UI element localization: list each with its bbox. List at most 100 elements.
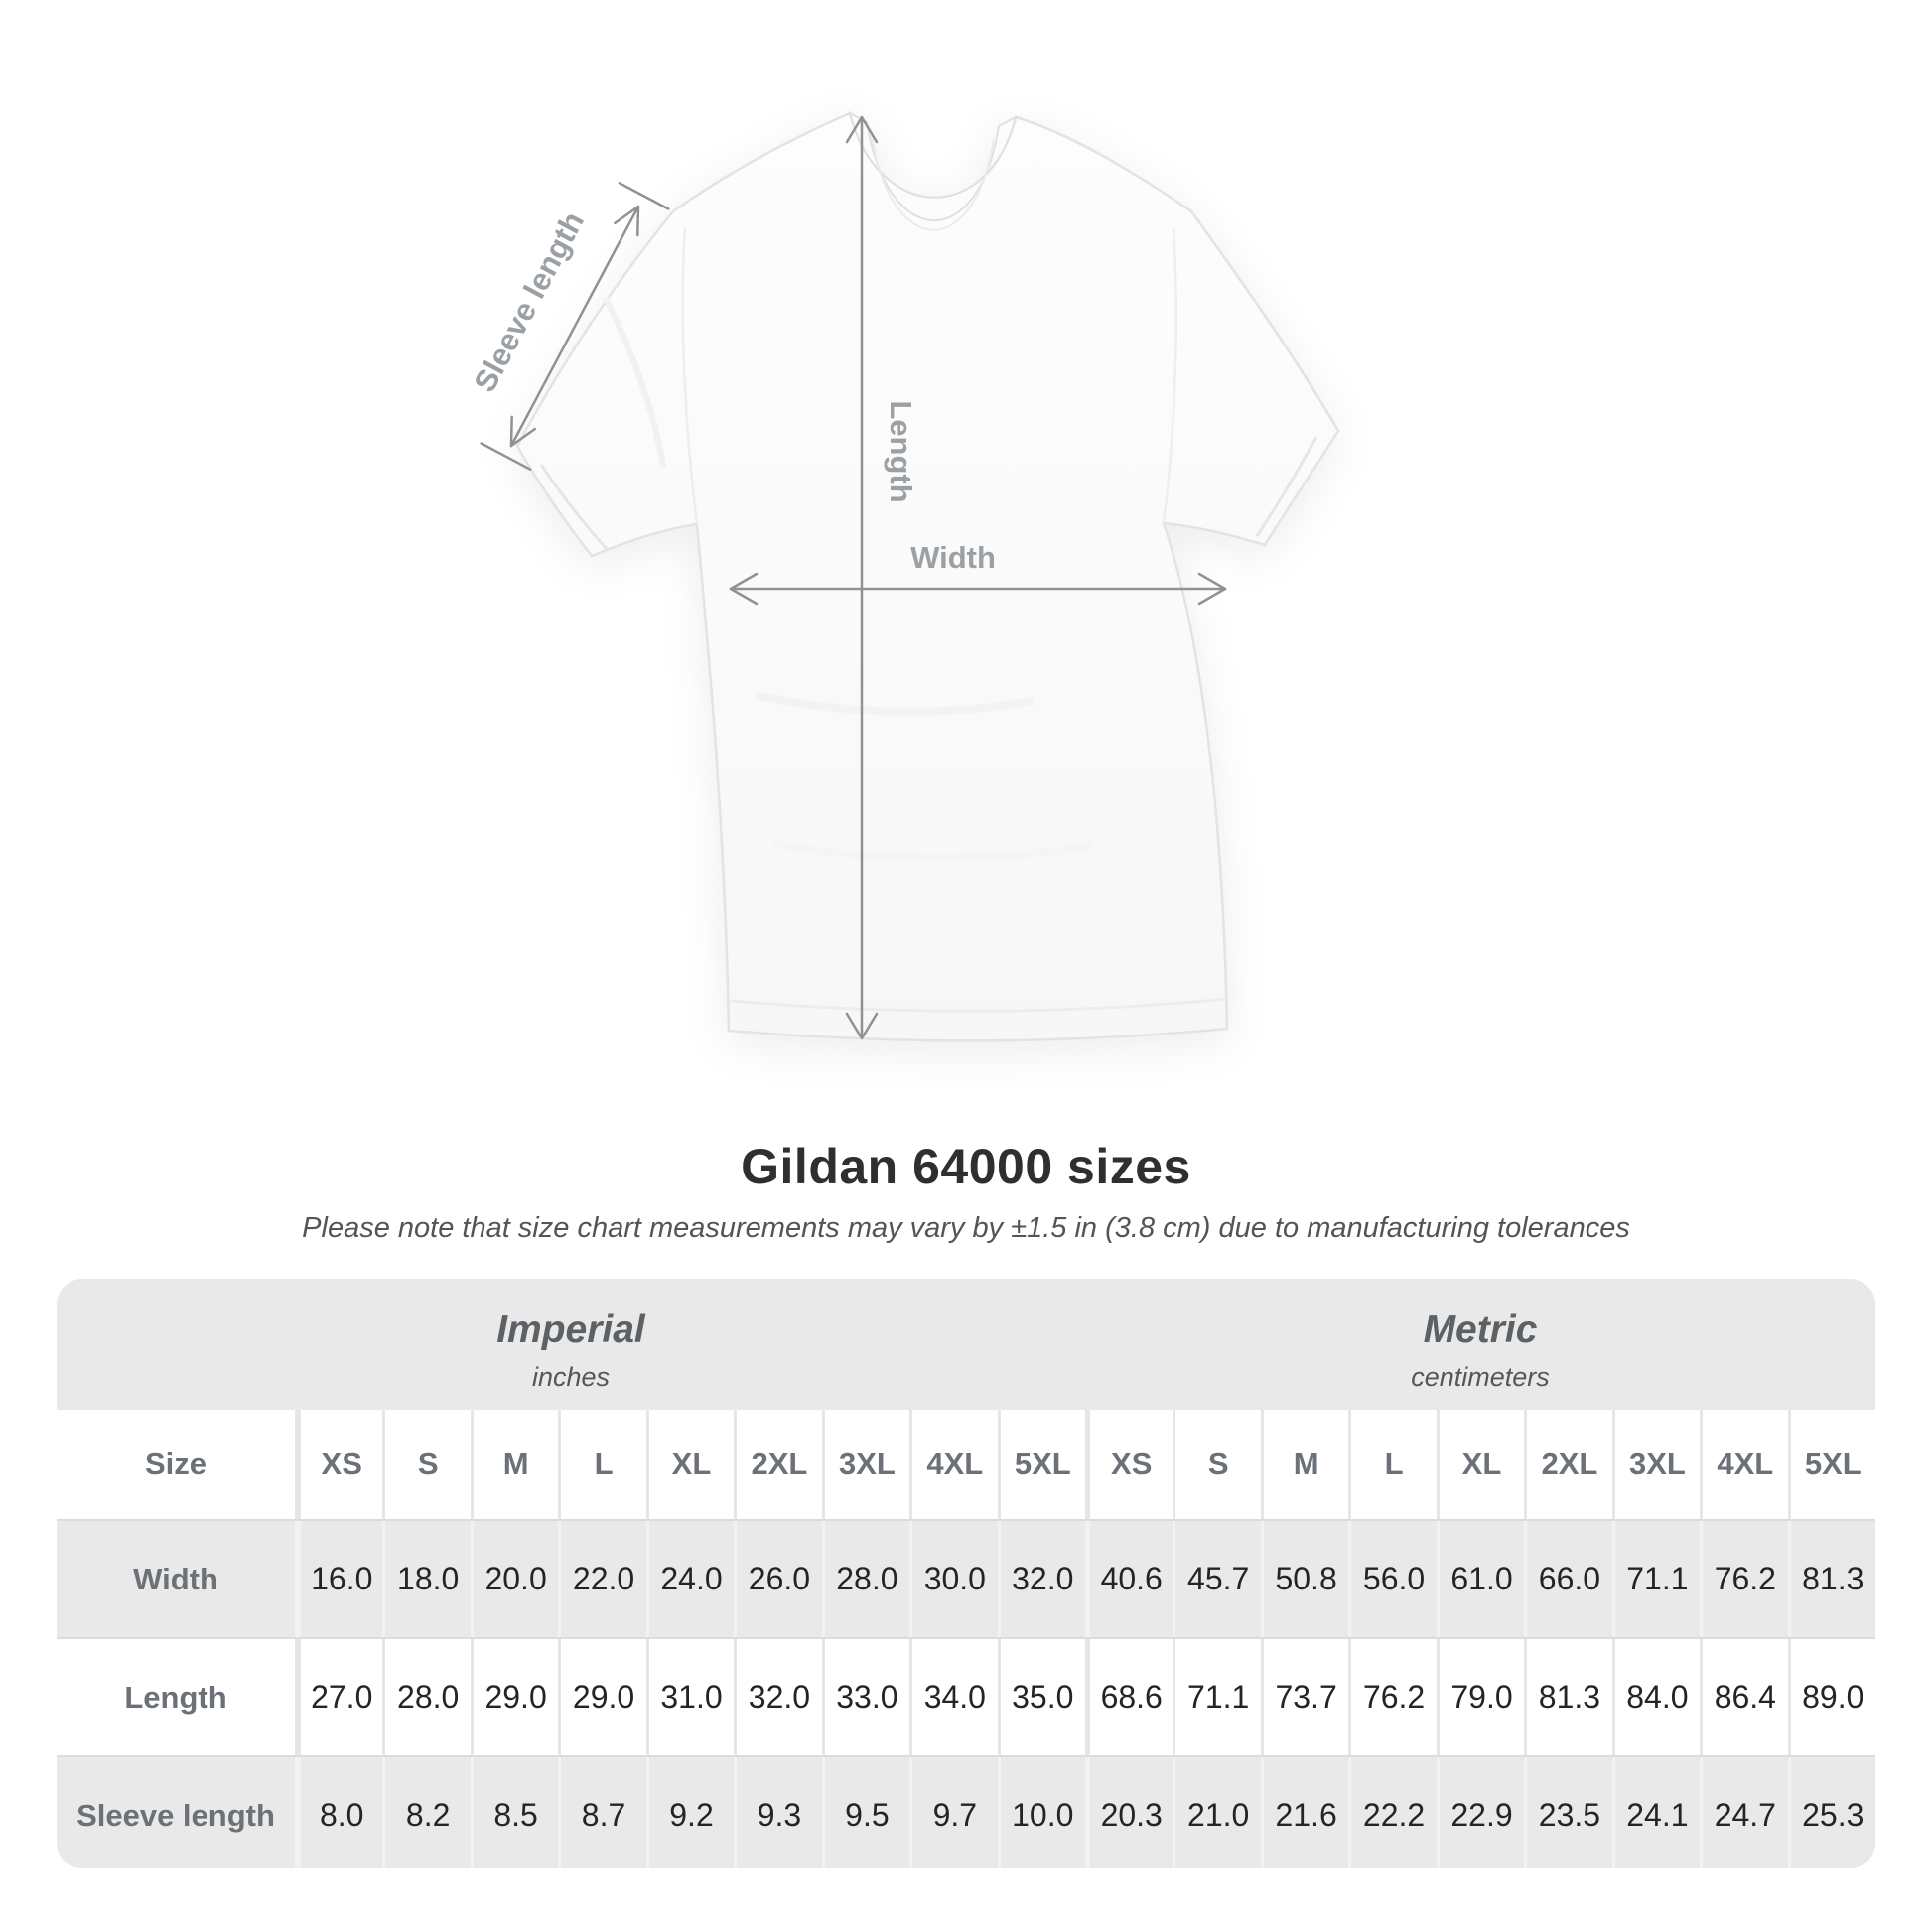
value-metric-xl: 79.0 [1436,1639,1524,1755]
value-imperial-l: 22.0 [558,1521,645,1637]
value-imperial-m: 20.0 [470,1521,558,1637]
value-imperial-xs: 27.0 [295,1639,382,1755]
size-header-imperial-2xl: 2XL [734,1410,821,1519]
data-row-length: Length 27.0 28.0 29.0 29.0 31.0 32.0 33.0 34.0 35… [57,1637,1875,1755]
value-metric-3xl: 84.0 [1611,1639,1700,1755]
row-label: Length [124,1679,227,1715]
sleeve-tick-top [618,182,670,210]
size-header-imperial-4xl: 4XL [909,1410,997,1519]
value-imperial-l: 8.7 [558,1757,645,1868]
value-imperial-3xl: 9.5 [821,1757,909,1868]
bottom-hem-stitch [730,997,1228,1013]
value-imperial-5xl: 35.0 [997,1639,1085,1755]
size-header-metric-xl: XL [1436,1410,1524,1519]
value-imperial-s: 18.0 [382,1521,470,1637]
value-metric-4xl: 86.4 [1700,1639,1787,1755]
wrinkle [773,840,1093,862]
value-metric-m: 73.7 [1260,1639,1348,1755]
value-metric-s: 45.7 [1173,1521,1260,1637]
value-imperial-4xl: 30.0 [909,1521,997,1637]
size-header-metric-xs: XS [1084,1410,1173,1519]
value-metric-3xl: 24.1 [1611,1757,1700,1868]
unit-group-header: Imperial inches Metric centimeters [57,1279,1875,1410]
size-header-metric-s: S [1173,1410,1260,1519]
value-imperial-xs: 8.0 [295,1757,382,1868]
value-imperial-s: 8.2 [382,1757,470,1868]
value-imperial-2xl: 32.0 [734,1639,821,1755]
value-imperial-5xl: 32.0 [997,1521,1085,1637]
length-arrowhead-top [845,115,879,144]
value-imperial-2xl: 26.0 [734,1521,821,1637]
size-header-imperial-xl: XL [645,1410,734,1519]
value-imperial-s: 28.0 [382,1639,470,1755]
metric-group-title: Metric [1423,1308,1538,1351]
size-header-imperial-m: M [470,1410,558,1519]
size-header-imperial-s: S [382,1410,470,1519]
value-imperial-3xl: 28.0 [821,1521,909,1637]
value-metric-xs: 20.3 [1084,1757,1173,1868]
size-header-metric-m: M [1260,1410,1348,1519]
value-metric-s: 71.1 [1173,1639,1260,1755]
value-metric-5xl: 89.0 [1787,1639,1875,1755]
metric-group-unit: centimeters [1411,1361,1550,1392]
value-metric-m: 21.6 [1260,1757,1348,1868]
value-metric-l: 22.2 [1348,1757,1436,1868]
left-sleeve-hem [539,464,610,552]
tshirt-measurement-figure: Sleeve length Length Width [467,111,1340,1042]
size-header-metric-l: L [1348,1410,1436,1519]
value-metric-3xl: 71.1 [1611,1521,1700,1637]
size-table: Imperial inches Metric centimeters Size X… [57,1279,1875,1868]
value-imperial-5xl: 10.0 [997,1757,1085,1868]
size-header-imperial-3xl: 3XL [821,1410,909,1519]
tshirt-outline [515,111,1340,1042]
size-header-imperial-xs: XS [295,1410,382,1519]
value-metric-2xl: 23.5 [1524,1757,1611,1868]
page-subtitle: Please note that size chart measurements… [302,1212,1630,1244]
imperial-group-unit: inches [531,1361,611,1392]
value-imperial-3xl: 33.0 [821,1639,909,1755]
value-metric-5xl: 25.3 [1787,1757,1875,1868]
sleeve-arrow-line [509,205,640,448]
size-header-row: Size XS S M L XL 2XL 3XL 4XL 5XL XS S M L XL 2XL 3XL 4XL 5… [57,1410,1875,1519]
value-imperial-4xl: 34.0 [909,1639,997,1755]
value-metric-s: 21.0 [1173,1757,1260,1868]
value-imperial-xs: 16.0 [295,1521,382,1637]
size-column-header: Size [144,1447,207,1481]
value-imperial-l: 29.0 [558,1639,645,1755]
right-sleeve-seam [1162,227,1177,524]
value-metric-5xl: 81.3 [1787,1521,1875,1637]
row-label: Sleeve length [76,1797,275,1833]
width-label: Width [910,540,996,575]
value-metric-2xl: 66.0 [1524,1521,1611,1637]
size-header-metric-5xl: 5XL [1787,1410,1875,1519]
length-label: Length [884,400,918,502]
value-metric-xl: 61.0 [1436,1521,1524,1637]
wrinkle [754,691,1034,716]
value-metric-m: 50.8 [1260,1521,1348,1637]
width-arrowhead-left [729,572,759,606]
value-metric-l: 76.2 [1348,1639,1436,1755]
size-header-metric-3xl: 3XL [1611,1410,1700,1519]
size-header-metric-2xl: 2XL [1524,1410,1611,1519]
value-metric-xl: 22.9 [1436,1757,1524,1868]
imperial-group-title: Imperial [496,1308,645,1351]
value-imperial-2xl: 9.3 [734,1757,821,1868]
value-imperial-xl: 9.2 [645,1757,734,1868]
size-header-imperial-5xl: 5XL [997,1410,1085,1519]
value-imperial-xl: 24.0 [645,1521,734,1637]
sleeve-tick-bottom [480,442,532,471]
value-metric-xs: 68.6 [1084,1639,1173,1755]
measurement-annotations [480,115,1227,1040]
collar-stitch [871,134,995,231]
tshirt-graphic [515,111,1340,1042]
value-metric-4xl: 76.2 [1700,1521,1787,1637]
value-imperial-m: 8.5 [470,1757,558,1868]
metric-group-header: Metric centimeters [1085,1279,1875,1410]
imperial-group-header: Imperial inches [57,1279,1085,1410]
left-sleeve-seam [681,227,699,525]
data-row-width: Width 16.0 18.0 20.0 22.0 24.0 26.0 28.0 30.0 32.… [57,1519,1875,1637]
value-metric-4xl: 24.7 [1700,1757,1787,1868]
sleeve-arrowhead-top [614,205,640,237]
size-header-imperial-l: L [558,1410,645,1519]
value-imperial-4xl: 9.7 [909,1757,997,1868]
